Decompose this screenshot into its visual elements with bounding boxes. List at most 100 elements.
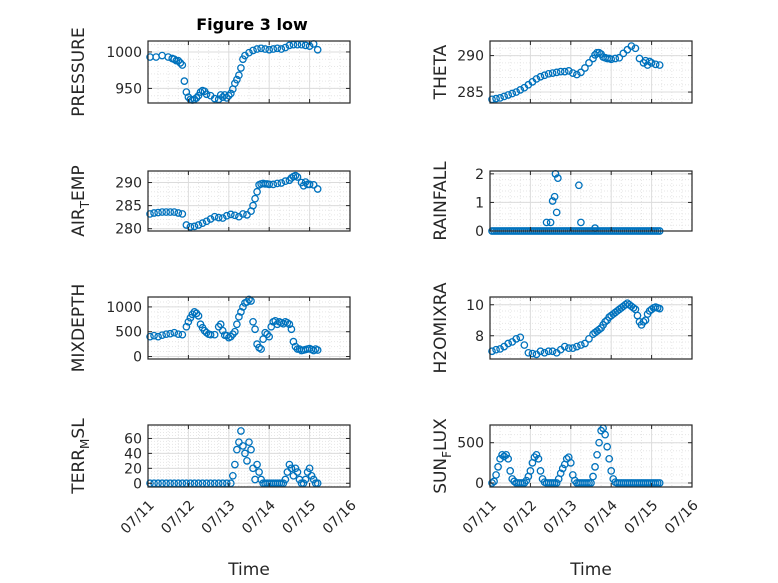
data-point bbox=[573, 70, 581, 79]
data-point bbox=[512, 88, 521, 96]
data-point bbox=[243, 457, 251, 465]
data-point bbox=[283, 318, 292, 327]
data-point bbox=[532, 450, 541, 459]
data-point bbox=[585, 334, 593, 343]
data-point bbox=[154, 332, 162, 341]
data-point bbox=[210, 330, 219, 339]
data-point bbox=[627, 42, 636, 50]
data-point bbox=[170, 55, 179, 64]
data-point bbox=[536, 72, 545, 81]
data-point bbox=[629, 303, 638, 312]
y-axis-label: MIXDEPTH bbox=[69, 284, 89, 373]
data-point bbox=[194, 311, 203, 320]
data-point bbox=[214, 213, 223, 222]
data-point bbox=[639, 317, 648, 326]
data-point bbox=[162, 208, 171, 216]
data-point bbox=[524, 348, 533, 357]
data-point bbox=[235, 312, 243, 321]
data-point bbox=[261, 328, 270, 337]
data-point bbox=[210, 212, 219, 221]
data-point bbox=[251, 325, 259, 334]
data-point bbox=[233, 75, 241, 84]
axes-frame bbox=[489, 40, 693, 104]
figure-title: Figure 3 low bbox=[196, 15, 308, 34]
data-point bbox=[506, 467, 515, 475]
data-point bbox=[540, 71, 549, 80]
data-point bbox=[239, 303, 247, 311]
y-axis-label: RAINFALL bbox=[431, 161, 451, 241]
x-tick-label: 07/12 bbox=[500, 497, 540, 537]
data-point bbox=[532, 75, 541, 83]
data-point bbox=[313, 185, 322, 193]
axes-sun-flux: 0 500 07/11 07/12 07/13 07/14 07/15 07/16 Time SU… bbox=[431, 418, 702, 580]
data-point bbox=[235, 71, 243, 80]
data-point bbox=[154, 208, 162, 217]
data-point bbox=[496, 345, 504, 353]
data-point bbox=[585, 59, 593, 67]
y-tick-label: 0 bbox=[133, 350, 142, 366]
data-point bbox=[265, 180, 274, 189]
data-point bbox=[581, 339, 589, 348]
data-point bbox=[253, 45, 261, 53]
data-point bbox=[245, 295, 253, 304]
data-point bbox=[182, 322, 191, 331]
data-point bbox=[202, 328, 211, 337]
axes-frame bbox=[147, 40, 351, 104]
data-point bbox=[313, 346, 322, 354]
data-point bbox=[577, 341, 585, 349]
data-point bbox=[591, 463, 599, 471]
data-point bbox=[309, 346, 318, 355]
data-point bbox=[281, 177, 290, 186]
data-point bbox=[247, 445, 255, 454]
data-point bbox=[552, 208, 561, 217]
data-point bbox=[226, 210, 235, 219]
data-point bbox=[237, 64, 245, 72]
y-tick-label: 0 bbox=[475, 224, 484, 240]
data-point bbox=[206, 215, 215, 223]
data-point bbox=[631, 44, 640, 53]
data-point bbox=[255, 468, 263, 476]
y-axis-label: TERRMSL bbox=[69, 418, 92, 495]
data-point bbox=[556, 469, 565, 478]
data-point bbox=[231, 460, 239, 469]
data-point bbox=[285, 41, 294, 50]
data-point bbox=[150, 331, 158, 340]
data-point bbox=[186, 222, 195, 231]
data-point bbox=[289, 337, 298, 346]
data-point bbox=[500, 92, 508, 101]
data-point bbox=[285, 320, 294, 329]
data-point bbox=[500, 452, 508, 461]
data-point bbox=[603, 442, 612, 451]
data-point bbox=[301, 475, 310, 484]
axes-frame bbox=[147, 170, 351, 232]
data-point bbox=[558, 464, 567, 473]
data-point bbox=[301, 41, 310, 50]
axes-rainfall: 0 1 2 RAINFALL bbox=[431, 161, 693, 241]
data-point bbox=[273, 44, 282, 53]
data-point bbox=[540, 348, 549, 357]
data-point bbox=[526, 467, 535, 475]
data-point bbox=[190, 222, 199, 231]
axes-frame bbox=[147, 296, 351, 360]
x-axis-label: Time bbox=[569, 560, 612, 580]
data-point bbox=[170, 208, 179, 216]
x-tick-label: 07/14 bbox=[581, 497, 621, 537]
data-point bbox=[655, 479, 664, 487]
data-point bbox=[498, 450, 506, 459]
data-point bbox=[261, 45, 270, 53]
data-point bbox=[166, 329, 175, 338]
data-point bbox=[607, 55, 616, 64]
y-axis-label: SUNFLUX bbox=[431, 418, 454, 494]
data-point bbox=[655, 304, 664, 313]
data-point bbox=[564, 67, 573, 75]
data-point bbox=[492, 94, 500, 103]
data-point bbox=[178, 61, 187, 69]
data-point bbox=[150, 209, 158, 217]
data-point bbox=[595, 325, 603, 334]
data-point bbox=[224, 91, 233, 100]
data-point bbox=[651, 60, 660, 69]
data-point bbox=[273, 179, 282, 188]
data-point bbox=[542, 218, 551, 227]
axes-frame bbox=[489, 424, 693, 488]
data-point bbox=[647, 59, 656, 67]
